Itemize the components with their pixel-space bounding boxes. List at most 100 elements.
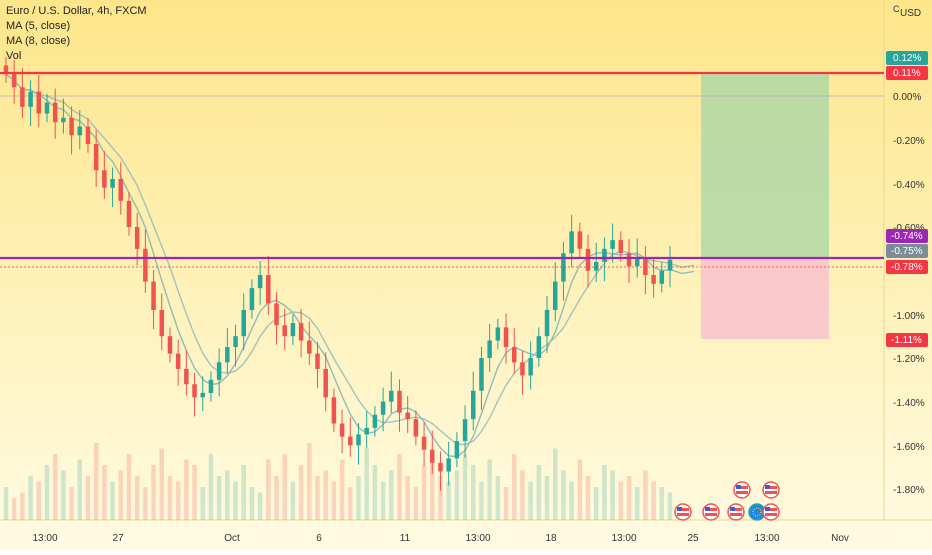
volume-bar (69, 487, 74, 520)
candle (233, 324, 238, 367)
symbol-title[interactable]: Euro / U.S. Dollar, 4h, FXCM (6, 5, 147, 17)
volume-bar (528, 481, 533, 520)
candle (643, 246, 648, 295)
candle (77, 109, 83, 150)
volume-bar (511, 454, 517, 520)
x-tick: 11 (400, 533, 411, 544)
volume-bar (200, 487, 205, 520)
candle (315, 342, 320, 389)
us-flag-icon[interactable] (727, 503, 745, 521)
us-flag-icon[interactable] (762, 481, 780, 499)
candle (593, 242, 599, 283)
volume-bar (77, 459, 83, 520)
candle (405, 395, 410, 434)
volume-bar (102, 465, 107, 520)
x-tick: Nov (831, 533, 849, 544)
candle (397, 379, 402, 432)
us-flag-icon[interactable] (733, 481, 751, 499)
candle (274, 292, 279, 345)
volume-bar (282, 454, 287, 520)
volume-bar (471, 465, 476, 520)
volume-bar (667, 492, 673, 520)
candle (225, 327, 230, 374)
volume-bar (364, 448, 369, 520)
candle (339, 409, 345, 454)
candle (151, 270, 156, 330)
volume-bar (421, 465, 427, 520)
candle (118, 162, 124, 215)
candle (93, 130, 99, 187)
candle (446, 441, 451, 486)
candle (380, 387, 386, 432)
stop-zone[interactable] (701, 259, 829, 339)
candlesticks (3, 56, 673, 491)
candle (626, 239, 632, 283)
ma8-legend[interactable]: MA (8, close) (6, 35, 71, 47)
candle (307, 321, 312, 365)
volume-bar (331, 481, 337, 520)
event-icons[interactable] (674, 481, 780, 521)
svg-text:-0.78%: -0.78% (891, 262, 923, 273)
volume-bar (552, 448, 558, 520)
price-label-red-mid: -0.78% (886, 260, 928, 274)
volume-bar (454, 470, 460, 520)
candle (577, 222, 583, 258)
x-tick: Oct (224, 533, 240, 544)
y-tick: -1.80% (893, 485, 925, 496)
target-zone[interactable] (701, 73, 829, 259)
us-flag-icon[interactable] (702, 503, 720, 521)
volume-bar (634, 487, 640, 520)
svg-text:0.12%: 0.12% (893, 53, 921, 64)
candle (602, 237, 607, 282)
volume-legend[interactable]: Vol (6, 50, 22, 62)
chart-legend: Euro / U.S. Dollar, 4h, FXCM MA (5, clos… (6, 4, 147, 64)
price-label-bottom-red: -1.11% (886, 333, 928, 347)
volume-bar (356, 476, 361, 520)
candle (298, 309, 304, 358)
volume-bar (593, 487, 599, 520)
volume-bar (569, 481, 574, 520)
us-flag-icon[interactable] (674, 503, 692, 521)
candle (487, 323, 492, 372)
candle (364, 411, 369, 449)
candle (61, 98, 66, 134)
ma5-legend[interactable]: MA (5, close) (6, 20, 71, 32)
volume-bar (36, 481, 42, 520)
volume-bar (307, 443, 312, 520)
us-flag-icon[interactable] (762, 503, 780, 521)
candle (520, 351, 525, 395)
volume-bar (462, 454, 468, 520)
volume-bar (372, 465, 378, 520)
volume-bar (52, 454, 58, 520)
candle (167, 327, 173, 363)
volume-bar (118, 470, 124, 520)
x-tick: 27 (112, 533, 124, 544)
volume-bar (577, 459, 583, 520)
volume-bar (520, 470, 525, 520)
ma8-line (5, 73, 695, 446)
candle (454, 432, 460, 468)
volume-bar (274, 476, 279, 520)
volume-bar (323, 470, 328, 520)
y-tick: -1.40% (893, 398, 925, 409)
candle (495, 318, 501, 350)
currency-symbol: C (893, 4, 900, 14)
candle (356, 423, 361, 465)
y-tick: -1.60% (893, 442, 925, 453)
volume-bar (257, 492, 263, 520)
volume-bar (643, 470, 648, 520)
candle (143, 229, 148, 293)
volume-bar (544, 476, 550, 520)
candle (126, 192, 132, 236)
candle (44, 93, 50, 123)
candle (511, 327, 517, 374)
candle (249, 279, 255, 319)
price-label-gray: -0.75% (886, 244, 928, 258)
volume-bar (487, 459, 492, 520)
price-label-purple: -0.74% (886, 229, 928, 243)
y-tick: -1.20% (893, 354, 925, 365)
candle (266, 255, 271, 315)
volume-bar (536, 465, 542, 520)
